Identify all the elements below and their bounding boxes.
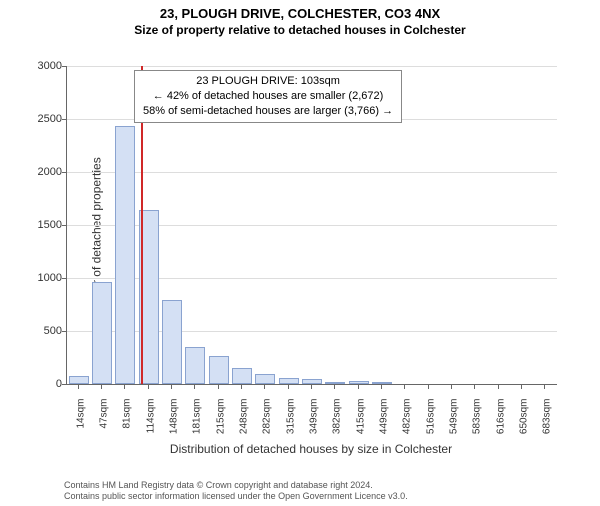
x-tick-label: 148sqm [169,399,180,449]
annotation-line: 58% of semi-detached houses are larger (… [143,104,393,119]
x-tick-label: 449sqm [379,399,390,449]
page-subtitle: Size of property relative to detached ho… [0,23,600,37]
x-tick-label: 315sqm [285,399,296,449]
annotation-box: 23 PLOUGH DRIVE: 103sqm← 42% of detached… [134,70,402,123]
histogram-bar [162,300,182,384]
x-tick-mark [404,384,405,389]
y-tick-mark [62,66,67,67]
y-tick-label: 500 [22,325,62,337]
histogram-chart: Number of detached properties 23 PLOUGH … [66,60,556,420]
x-tick-label: 516sqm [425,399,436,449]
x-tick-label: 650sqm [519,399,530,449]
x-tick-mark [544,384,545,389]
x-tick-mark [334,384,335,389]
footer-line-1: Contains HM Land Registry data © Crown c… [64,480,408,492]
x-tick-mark [171,384,172,389]
x-tick-mark [311,384,312,389]
y-tick-mark [62,278,67,279]
y-tick-label: 2000 [22,166,62,178]
histogram-bar [69,376,89,384]
x-tick-mark [451,384,452,389]
x-tick-label: 683sqm [542,399,553,449]
y-tick-label: 0 [22,378,62,390]
page-title: 23, PLOUGH DRIVE, COLCHESTER, CO3 4NX [0,6,600,21]
x-tick-mark [521,384,522,389]
histogram-bar [232,368,252,384]
x-tick-label: 382sqm [332,399,343,449]
y-tick-mark [62,225,67,226]
annotation-line: 23 PLOUGH DRIVE: 103sqm [143,74,393,89]
y-tick-mark [62,172,67,173]
y-tick-label: 3000 [22,60,62,72]
x-tick-label: 47sqm [99,399,110,449]
y-tick-label: 1000 [22,272,62,284]
x-tick-mark [264,384,265,389]
x-tick-label: 181sqm [192,399,203,449]
x-tick-label: 415sqm [355,399,366,449]
y-tick-label: 2500 [22,113,62,125]
footer-attribution: Contains HM Land Registry data © Crown c… [64,480,408,503]
y-tick-mark [62,119,67,120]
histogram-bar [185,347,205,384]
x-tick-label: 215sqm [215,399,226,449]
x-tick-mark [498,384,499,389]
histogram-bar [279,378,299,384]
y-tick-label: 1500 [22,219,62,231]
x-tick-mark [288,384,289,389]
footer-line-2: Contains public sector information licen… [64,491,408,503]
annotation-line: ← 42% of detached houses are smaller (2,… [143,89,393,104]
histogram-bar [255,374,275,384]
x-tick-mark [218,384,219,389]
x-tick-mark [241,384,242,389]
x-tick-label: 248sqm [239,399,250,449]
x-tick-mark [101,384,102,389]
x-tick-mark [78,384,79,389]
x-tick-label: 114sqm [145,399,156,449]
histogram-bar [349,381,369,384]
x-tick-label: 282sqm [262,399,273,449]
histogram-bar [115,126,135,384]
x-tick-mark [148,384,149,389]
y-tick-mark [62,384,67,385]
y-tick-mark [62,331,67,332]
x-tick-mark [124,384,125,389]
histogram-bar [92,282,112,384]
x-tick-label: 616sqm [495,399,506,449]
histogram-bar [209,356,229,384]
x-tick-label: 583sqm [472,399,483,449]
x-tick-mark [358,384,359,389]
x-tick-mark [194,384,195,389]
x-tick-label: 349sqm [309,399,320,449]
x-tick-label: 14sqm [75,399,86,449]
x-tick-label: 81sqm [122,399,133,449]
plot-area: 23 PLOUGH DRIVE: 103sqm← 42% of detached… [66,66,557,385]
x-tick-mark [428,384,429,389]
x-tick-mark [474,384,475,389]
x-tick-label: 549sqm [449,399,460,449]
x-tick-mark [381,384,382,389]
x-tick-label: 482sqm [402,399,413,449]
